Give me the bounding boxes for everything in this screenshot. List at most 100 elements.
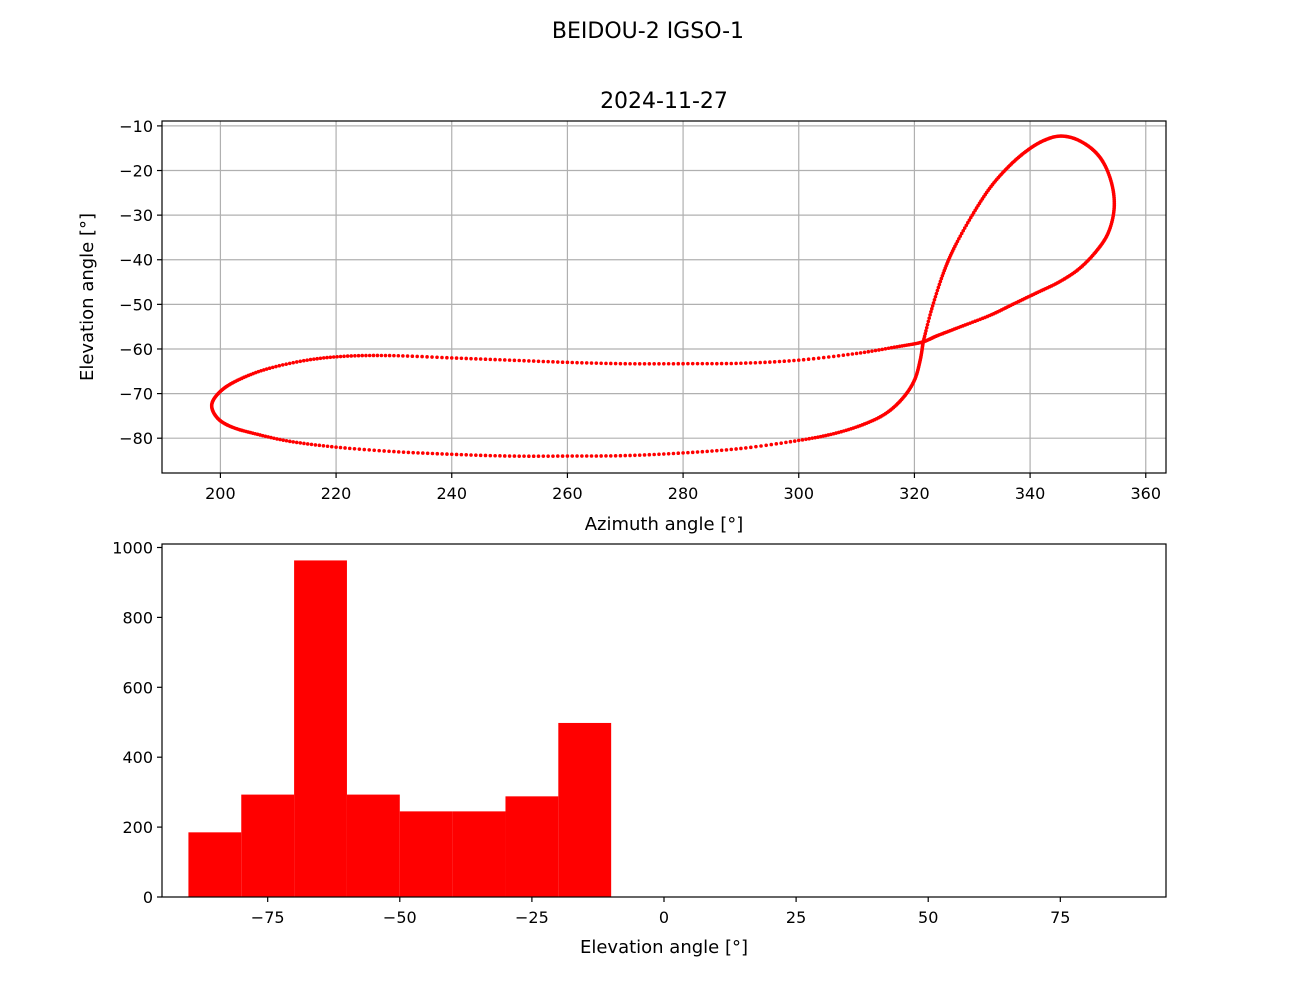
scatter-point bbox=[782, 359, 787, 364]
scatter-point bbox=[493, 357, 497, 362]
scatter-point bbox=[831, 354, 836, 359]
scatter-point bbox=[396, 353, 401, 358]
scatter-point bbox=[517, 454, 522, 458]
scatter-point bbox=[779, 441, 783, 445]
scatter-point bbox=[647, 362, 652, 366]
scatter-point bbox=[961, 228, 966, 233]
scatter-point bbox=[774, 442, 779, 446]
scatter-point bbox=[266, 435, 270, 439]
scatter-point bbox=[440, 355, 444, 360]
histogram-bar bbox=[452, 811, 506, 897]
scatter-point bbox=[927, 316, 931, 320]
scatter-point bbox=[715, 361, 719, 366]
scatter-point bbox=[364, 353, 368, 358]
scatter-point bbox=[959, 231, 964, 236]
scatter-point bbox=[580, 360, 584, 365]
scatter-point bbox=[284, 362, 289, 366]
scatter-point bbox=[392, 353, 396, 358]
scatter-point bbox=[729, 361, 734, 366]
histogram-ytick-label: 1000 bbox=[112, 538, 153, 557]
scatter-ytick-label: −60 bbox=[119, 340, 153, 359]
scatter-point bbox=[383, 353, 388, 358]
scatter-point bbox=[498, 357, 502, 362]
scatter-point bbox=[836, 354, 841, 358]
scatter-point bbox=[877, 348, 881, 352]
scatter-point bbox=[763, 360, 767, 365]
scatter-point bbox=[866, 349, 871, 354]
scatter-point bbox=[604, 361, 608, 366]
scatter-point bbox=[478, 357, 483, 361]
scatter-point bbox=[800, 438, 805, 442]
scatter-point bbox=[608, 361, 613, 366]
scatter-point bbox=[937, 282, 942, 287]
scatter-point bbox=[753, 360, 758, 365]
scatter-point bbox=[269, 435, 273, 440]
scatter-point bbox=[749, 445, 753, 450]
scatter-point bbox=[821, 355, 826, 360]
scatter-point bbox=[719, 361, 724, 366]
scatter-point bbox=[454, 452, 459, 457]
scatter-point bbox=[356, 353, 361, 358]
scatter-point bbox=[360, 353, 365, 358]
scatter-point bbox=[512, 358, 517, 363]
scatter-point bbox=[846, 352, 850, 357]
scatter-point bbox=[623, 453, 628, 458]
scatter-point bbox=[301, 358, 306, 363]
scatter-point bbox=[420, 354, 424, 359]
scatter-point bbox=[686, 361, 690, 366]
scatter-point bbox=[270, 365, 275, 370]
scatter-frame bbox=[161, 120, 1167, 474]
scatter-point bbox=[325, 444, 330, 449]
scatter-point bbox=[401, 354, 405, 358]
scatter-point bbox=[924, 329, 928, 333]
scatter-xtick-label: 280 bbox=[668, 484, 699, 503]
scatter-point bbox=[449, 452, 454, 457]
scatter-point bbox=[787, 359, 791, 363]
scatter-point bbox=[633, 453, 637, 458]
histogram-bar bbox=[188, 832, 242, 897]
scatter-point bbox=[357, 447, 362, 451]
scatter-point bbox=[541, 454, 546, 458]
scatter-title: 2024-11-27 bbox=[600, 89, 728, 114]
histogram-bar bbox=[505, 796, 559, 897]
scatter-point bbox=[313, 443, 318, 447]
scatter-point bbox=[700, 449, 705, 454]
scatter-point bbox=[277, 363, 282, 368]
scatter-point bbox=[387, 353, 392, 358]
scatter-point bbox=[325, 355, 329, 360]
scatter-point bbox=[695, 361, 700, 366]
scatter-point bbox=[507, 358, 512, 362]
scatter-point bbox=[700, 361, 705, 366]
scatter-point bbox=[690, 361, 695, 366]
scatter-point bbox=[676, 451, 681, 456]
scatter-point bbox=[934, 291, 939, 296]
scatter-point bbox=[347, 446, 352, 451]
histogram-ytick-label: 600 bbox=[122, 678, 153, 697]
scatter-point bbox=[483, 357, 488, 362]
scatter-point bbox=[555, 360, 560, 364]
scatter-ytick-label: −50 bbox=[119, 295, 153, 314]
scatter-point bbox=[560, 454, 565, 458]
scatter-point bbox=[637, 453, 642, 457]
scatter-point bbox=[555, 454, 560, 458]
scatter-point bbox=[291, 360, 296, 365]
scatter-point bbox=[565, 360, 570, 365]
scatter-point bbox=[318, 356, 323, 361]
scatter-point bbox=[551, 360, 555, 364]
scatter-point bbox=[816, 356, 821, 360]
scatter-point bbox=[396, 450, 401, 454]
scatter-point bbox=[628, 453, 632, 458]
scatter-point bbox=[657, 452, 661, 457]
scatter-point bbox=[604, 454, 608, 458]
scatter-point bbox=[801, 357, 806, 362]
scatter-point bbox=[873, 348, 878, 353]
scatter-point bbox=[335, 354, 339, 359]
scatter-point bbox=[312, 357, 316, 361]
scatter-point bbox=[305, 442, 310, 446]
scatter-ylabel: Elevation angle [°] bbox=[77, 213, 98, 381]
scatter-point bbox=[445, 452, 449, 456]
scatter-point bbox=[464, 356, 469, 361]
scatter-point bbox=[498, 454, 502, 458]
histogram-bars bbox=[188, 560, 612, 897]
scatter-point bbox=[938, 279, 943, 284]
